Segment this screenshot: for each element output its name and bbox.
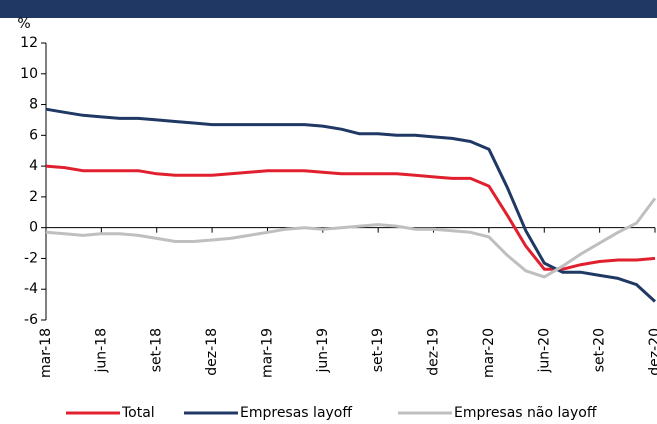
x-tick-label: jun-18 [93, 328, 109, 374]
y-tick-label: 4 [29, 158, 38, 174]
y-tick-label: -6 [24, 312, 38, 328]
y-tick-label: 8 [29, 97, 38, 113]
x-tick-label: jun-19 [315, 328, 331, 374]
x-tick-label: mar-19 [259, 328, 275, 378]
line-series [45, 107, 657, 303]
y-tick-label: 12 [20, 35, 38, 51]
y-axis-label: % [17, 16, 30, 32]
y-tick-label: -2 [24, 250, 38, 266]
y-tick-label: 6 [29, 127, 38, 143]
legend-label: Empresas layoff [240, 405, 352, 421]
x-tick-label: jun-20 [536, 328, 552, 374]
legend-label: Total [121, 405, 155, 421]
x-tick-label: mar-18 [38, 328, 54, 378]
line-series [45, 164, 656, 271]
x-tick-label: mar-20 [481, 328, 497, 378]
line-series [45, 197, 657, 279]
y-tick-label: -4 [24, 281, 38, 297]
x-tick-label: dez-18 [204, 328, 220, 376]
y-tick-label: 0 [29, 220, 38, 236]
y-tick-label: 2 [29, 189, 38, 205]
x-tick-label: set-19 [370, 328, 386, 372]
x-tick-label: set-18 [149, 328, 165, 372]
x-tick-label: dez-20 [647, 328, 657, 376]
y-tick-label: 10 [20, 66, 38, 82]
legend-label: Empresas não layoff [454, 405, 597, 421]
header-bar [0, 0, 657, 18]
x-tick-label: dez-19 [426, 328, 442, 376]
x-tick-label: set-20 [592, 328, 608, 372]
